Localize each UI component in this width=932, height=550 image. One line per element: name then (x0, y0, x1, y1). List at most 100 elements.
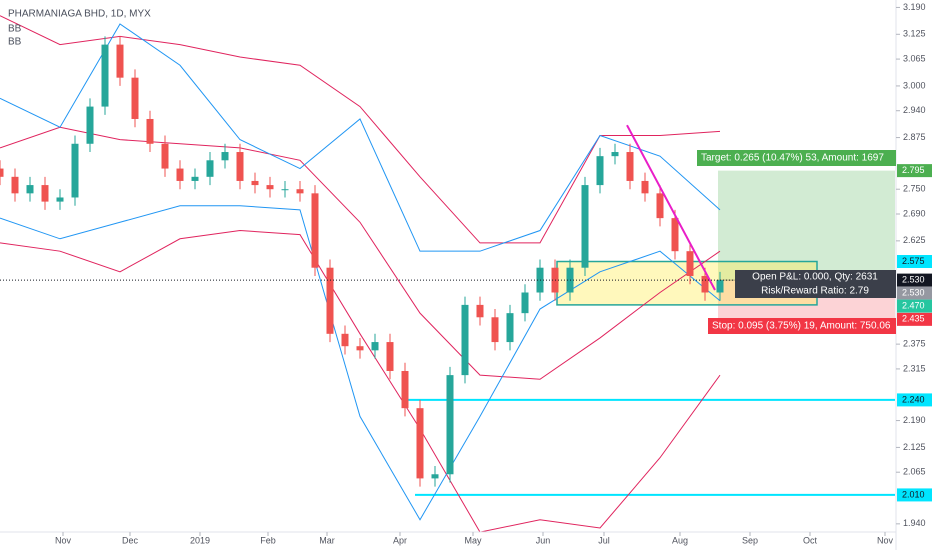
candle-body (191, 176, 199, 181)
price-label: 2.530 (902, 274, 925, 284)
price-label-bg (897, 312, 932, 326)
candle-body (641, 180, 649, 194)
x-tick-label: Feb (260, 535, 276, 545)
candle-body (656, 193, 664, 219)
candle-body (356, 346, 364, 351)
annotation-bg (697, 150, 896, 166)
candle-body (476, 304, 484, 318)
y-tick-label: 2.940 (903, 105, 926, 115)
candle-body (491, 317, 499, 343)
y-tick-label: 2.875 (903, 132, 926, 142)
candle-body (431, 474, 439, 479)
y-tick-label: 3.125 (903, 29, 926, 39)
y-tick-label: 2.315 (903, 363, 926, 373)
candle-body (206, 160, 214, 177)
price-label-bg (897, 273, 932, 287)
annotation-bg (708, 318, 896, 334)
candle-body (221, 152, 229, 161)
y-tick-label: 2.690 (903, 208, 926, 218)
candle-body (266, 185, 274, 190)
x-tick-label: 2019 (190, 535, 210, 545)
y-tick-label: 2.065 (903, 467, 926, 477)
price-label-bg (897, 164, 932, 178)
candle-body (146, 118, 154, 144)
price-label-bg (897, 488, 932, 502)
y-tick-label: 3.065 (903, 53, 926, 63)
price-label: 2.435 (902, 314, 925, 324)
bollinger-line (0, 230, 721, 532)
candle-body (101, 44, 109, 107)
bollinger-line (0, 23, 721, 252)
y-tick-label: 3.000 (903, 80, 926, 90)
candle-body (446, 375, 454, 475)
candle-body (71, 143, 79, 198)
x-tick-label: Dec (122, 535, 139, 545)
chart-title: PHARMANIAGA BHD, 1D, MYX (8, 9, 151, 20)
price-label: 2.010 (902, 489, 925, 499)
candle-body (0, 168, 4, 177)
price-label: 2.575 (902, 256, 925, 266)
y-tick-label: 3.190 (903, 2, 926, 12)
y-tick-label: 2.625 (903, 235, 926, 245)
candle-body (311, 193, 319, 268)
candle-body (401, 370, 409, 409)
x-tick-label: May (464, 535, 482, 545)
price-label: 2.470 (902, 300, 925, 310)
x-tick-label: Oct (803, 535, 818, 545)
annotation-bg (735, 284, 896, 298)
candle-body (716, 280, 724, 293)
price-label: 2.240 (902, 394, 925, 404)
price-label: 2.795 (902, 165, 925, 175)
candle-body (176, 168, 184, 181)
candle-body (671, 218, 679, 252)
candle-body (416, 408, 424, 479)
x-tick-label: Mar (319, 535, 335, 545)
annotation-text: Stop: 0.095 (3.75%) 19, Amount: 750.06 (712, 321, 891, 332)
price-label-bg (897, 286, 932, 300)
candle-body (11, 176, 19, 194)
candle-body (611, 152, 619, 157)
candle-body (386, 342, 394, 371)
candle-body (116, 44, 124, 78)
candle-body (26, 185, 34, 194)
price-label-bg (897, 299, 932, 313)
candle-body (596, 156, 604, 186)
candle-body (56, 197, 64, 202)
y-tick-label: 2.125 (903, 442, 926, 452)
candle-body (341, 333, 349, 347)
candle-body (296, 189, 304, 194)
candle-body (86, 106, 94, 144)
x-tick-label: Nov (877, 535, 894, 545)
candle-body (251, 180, 259, 186)
x-tick-label: Jun (536, 535, 551, 545)
candle-body (626, 152, 634, 181)
candle-body (281, 189, 289, 191)
candle-body (326, 267, 334, 334)
x-tick-label: Aug (672, 535, 688, 545)
annotation-bg (735, 270, 896, 284)
candle-body (701, 275, 709, 293)
x-tick-label: Jul (598, 535, 610, 545)
y-tick-label: 1.940 (903, 518, 926, 528)
y-tick-label: 2.375 (903, 339, 926, 349)
axes: 3.190 3.125 3.065 3.000 2.940 2.875 2.750 2.690… (55, 2, 932, 545)
candle-body (41, 185, 49, 202)
y-tick-label: 2.190 (903, 415, 926, 425)
y-tick-label: 2.750 (903, 184, 926, 194)
candle-body (236, 152, 244, 181)
indicator-label: BB (8, 24, 22, 35)
price-label: 2.530 (902, 287, 925, 297)
x-tick-label: Apr (393, 535, 407, 545)
price-label-bg (897, 255, 932, 269)
bollinger-line (0, 205, 721, 521)
price-label-bg (897, 393, 932, 407)
candle-body (461, 304, 469, 376)
candle-body (581, 185, 589, 268)
x-tick-label: Nov (55, 535, 72, 545)
candle-body (686, 251, 694, 276)
annotation-text: Risk/Reward Ratio: 2.79 (761, 286, 869, 297)
candle-body (131, 77, 139, 119)
x-tick-label: Sep (742, 535, 758, 545)
candle-body (161, 143, 169, 169)
